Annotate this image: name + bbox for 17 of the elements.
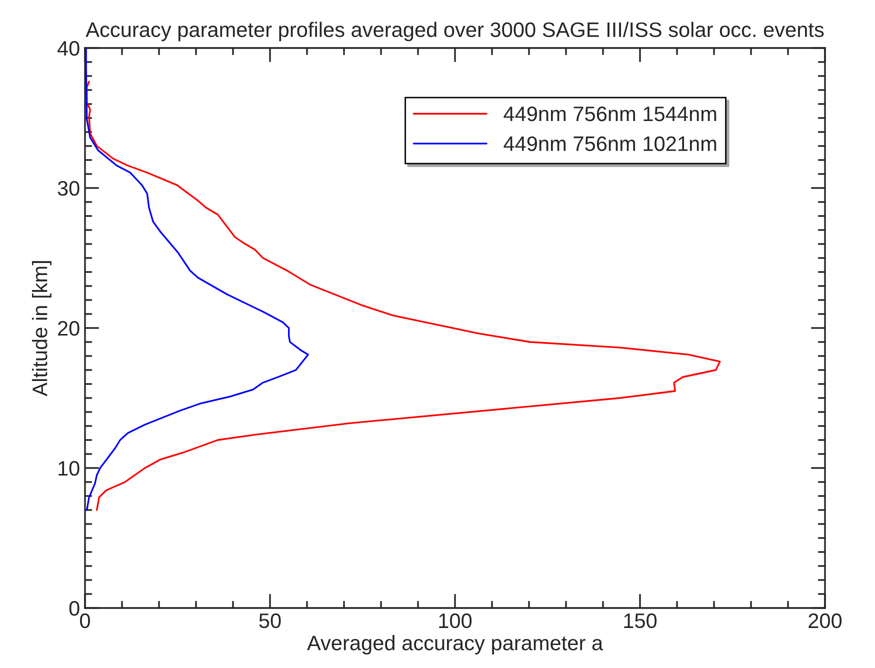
x-tick-label: 150 bbox=[624, 613, 657, 628]
y-axis-title: Altitude in [km] bbox=[32, 261, 52, 396]
x-tick-label: 200 bbox=[808, 613, 842, 628]
x-tick-label: 100 bbox=[439, 613, 472, 628]
x-tick-label: 50 bbox=[259, 613, 281, 628]
y-tick-label: 0 bbox=[69, 601, 80, 616]
x-axis-title: Averaged accuracy parameter a bbox=[307, 635, 604, 654]
y-tick-label: 20 bbox=[58, 321, 80, 336]
legend-label: 449nm 756nm 1021nm bbox=[504, 136, 716, 152]
y-tick-label: 30 bbox=[58, 181, 80, 196]
chart-title: Accuracy parameter profiles averaged over 3000 SAGE III/ISS solar occ. events bbox=[86, 22, 824, 42]
line-series bbox=[86, 80, 721, 511]
y-tick-label: 40 bbox=[57, 41, 80, 56]
line-series bbox=[85, 48, 309, 511]
y-tick-label: 10 bbox=[58, 461, 80, 476]
x-tick-label: 0 bbox=[80, 613, 90, 628]
legend-label: 449nm 756nm 1544nm bbox=[504, 106, 716, 122]
